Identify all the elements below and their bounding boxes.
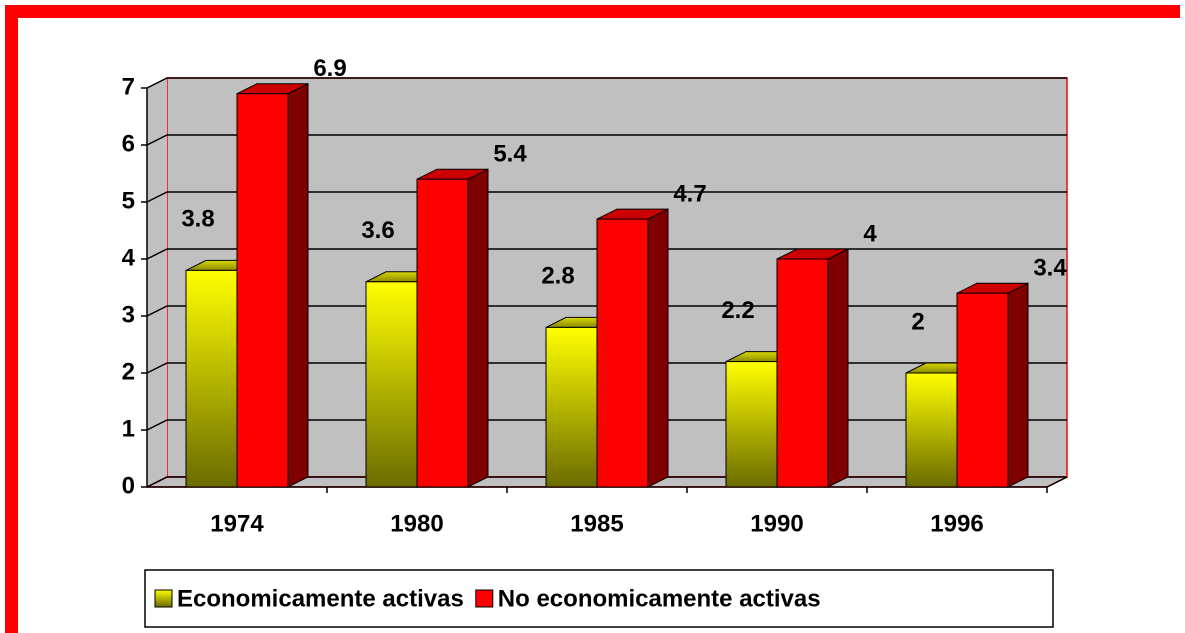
data-label: 6.9 xyxy=(313,55,346,82)
legend-label: No economicamente activas xyxy=(498,585,821,612)
legend-swatch xyxy=(154,589,173,608)
data-label: 4.7 xyxy=(673,180,706,207)
data-label: 5.4 xyxy=(493,141,527,168)
y-tick-label: 6 xyxy=(122,130,135,157)
grid-line xyxy=(146,248,1067,260)
grid-line xyxy=(146,134,1067,146)
y-tick-label: 7 xyxy=(122,73,135,100)
y-tick-label: 4 xyxy=(122,244,136,271)
grid-line xyxy=(146,305,1067,317)
y-tick-label: 2 xyxy=(122,358,135,385)
side-wall xyxy=(147,78,167,487)
bar-side xyxy=(467,168,489,488)
data-label: 3.6 xyxy=(361,217,394,244)
data-label: 2.2 xyxy=(721,297,754,324)
data-label: 3.8 xyxy=(181,206,214,233)
bar xyxy=(185,269,238,488)
legend-swatch xyxy=(475,589,494,608)
grid-line xyxy=(146,191,1067,203)
x-tick-label: 1996 xyxy=(930,510,983,537)
legend xyxy=(144,569,1054,628)
grid-line xyxy=(146,77,1067,89)
bar xyxy=(776,258,829,488)
bar xyxy=(596,218,649,488)
bar xyxy=(365,281,418,488)
x-tick-label: 1974 xyxy=(210,510,264,537)
data-label: 3.4 xyxy=(1033,255,1067,282)
bar-side xyxy=(287,82,309,488)
y-tick-label: 3 xyxy=(122,301,135,328)
bar xyxy=(545,326,598,488)
y-tick-label: 1 xyxy=(122,415,135,442)
bar-side xyxy=(1007,282,1029,488)
y-tick-label: 0 xyxy=(122,472,135,499)
data-label: 2 xyxy=(911,308,924,335)
legend-label: Economicamente activas xyxy=(177,585,464,612)
x-tick-label: 1990 xyxy=(750,510,803,537)
frame-left xyxy=(5,5,18,633)
bar-side xyxy=(827,248,849,488)
bar xyxy=(725,361,778,488)
x-tick-label: 1985 xyxy=(570,510,623,537)
data-label: 2.8 xyxy=(541,263,574,290)
bar xyxy=(905,372,958,488)
bar-side xyxy=(647,208,669,488)
frame-top xyxy=(5,5,1180,18)
bar xyxy=(416,178,469,488)
x-tick-label: 1980 xyxy=(390,510,443,537)
bar xyxy=(236,93,289,488)
bar xyxy=(956,292,1009,488)
data-label: 4 xyxy=(863,220,877,247)
y-tick-label: 5 xyxy=(122,187,135,214)
